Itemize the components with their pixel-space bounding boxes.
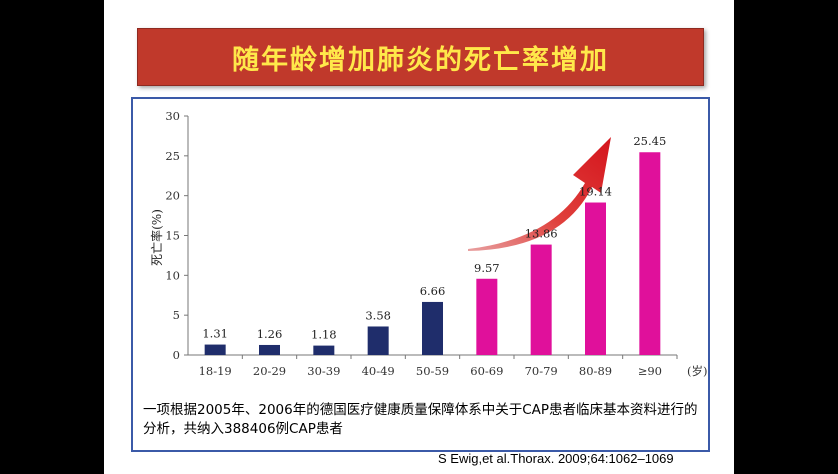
bar-50-59	[422, 301, 443, 355]
data-label: 13.86	[525, 227, 558, 241]
slide-title: 随年龄增加肺炎的死亡率增加	[232, 44, 609, 76]
x-tick-label: 40-49	[362, 364, 395, 378]
data-label: 6.66	[420, 284, 446, 298]
y-tick-label: 0	[173, 348, 180, 362]
slide: 随年龄增加肺炎的死亡率增加 0 5 10 15 20 25 30 死亡率(%) 1.31 18-1…	[104, 0, 734, 474]
x-tick-label: ≥90	[638, 364, 662, 378]
trend-arrow	[468, 137, 611, 251]
y-tick-label: 5	[173, 308, 180, 322]
bar-60-69	[476, 278, 498, 355]
x-tick-label: 80-89	[579, 364, 612, 378]
data-label: 25.45	[633, 134, 666, 148]
y-tick-label: 30	[165, 109, 180, 123]
x-tick-label: 18-19	[199, 364, 232, 378]
bar-40-49	[367, 326, 389, 355]
y-axis-label: 死亡率(%)	[149, 209, 164, 266]
y-tick-label: 20	[165, 189, 180, 203]
data-label: 1.26	[257, 327, 283, 341]
y-tick-label: 10	[165, 268, 180, 282]
data-label: 1.31	[202, 327, 228, 341]
y-tick-label: 15	[165, 229, 180, 243]
x-tick-label: 20-29	[253, 364, 286, 378]
x-tick-label: 70-79	[525, 364, 558, 378]
x-tick-label: 60-69	[470, 364, 503, 378]
data-label: 3.58	[365, 308, 391, 322]
x-tick-label: 50-59	[416, 364, 449, 378]
x-tick-label: 30-39	[307, 364, 340, 378]
citation-text: S Ewig,et al.Thorax. 2009;64:1062–1069	[438, 451, 674, 466]
bar-80-89	[585, 202, 606, 355]
caption-text: 一项根据2005年、2006年的德国医疗健康质量保障体系中关于CAP患者临床基本…	[143, 402, 698, 437]
data-label: 19.14	[579, 185, 612, 199]
data-label: 1.18	[311, 328, 337, 342]
data-label: 9.57	[474, 261, 500, 275]
mortality-bar-chart: 0 5 10 15 20 25 30 死亡率(%) 1.31 18-19 1.26 20-29 1.18…	[149, 109, 707, 378]
bar-20-29	[259, 344, 280, 355]
bar-30-39	[313, 345, 335, 355]
bar-70-79	[530, 244, 552, 355]
x-unit-label: (岁)	[687, 364, 707, 378]
title-banner: 随年龄增加肺炎的死亡率增加	[137, 28, 704, 86]
bar-≥90	[639, 152, 661, 355]
chart-frame: 0 5 10 15 20 25 30 死亡率(%) 1.31 18-19 1.26 20-29 1.18…	[131, 97, 710, 452]
bar-18-19	[204, 344, 226, 355]
y-tick-label: 25	[165, 149, 180, 163]
